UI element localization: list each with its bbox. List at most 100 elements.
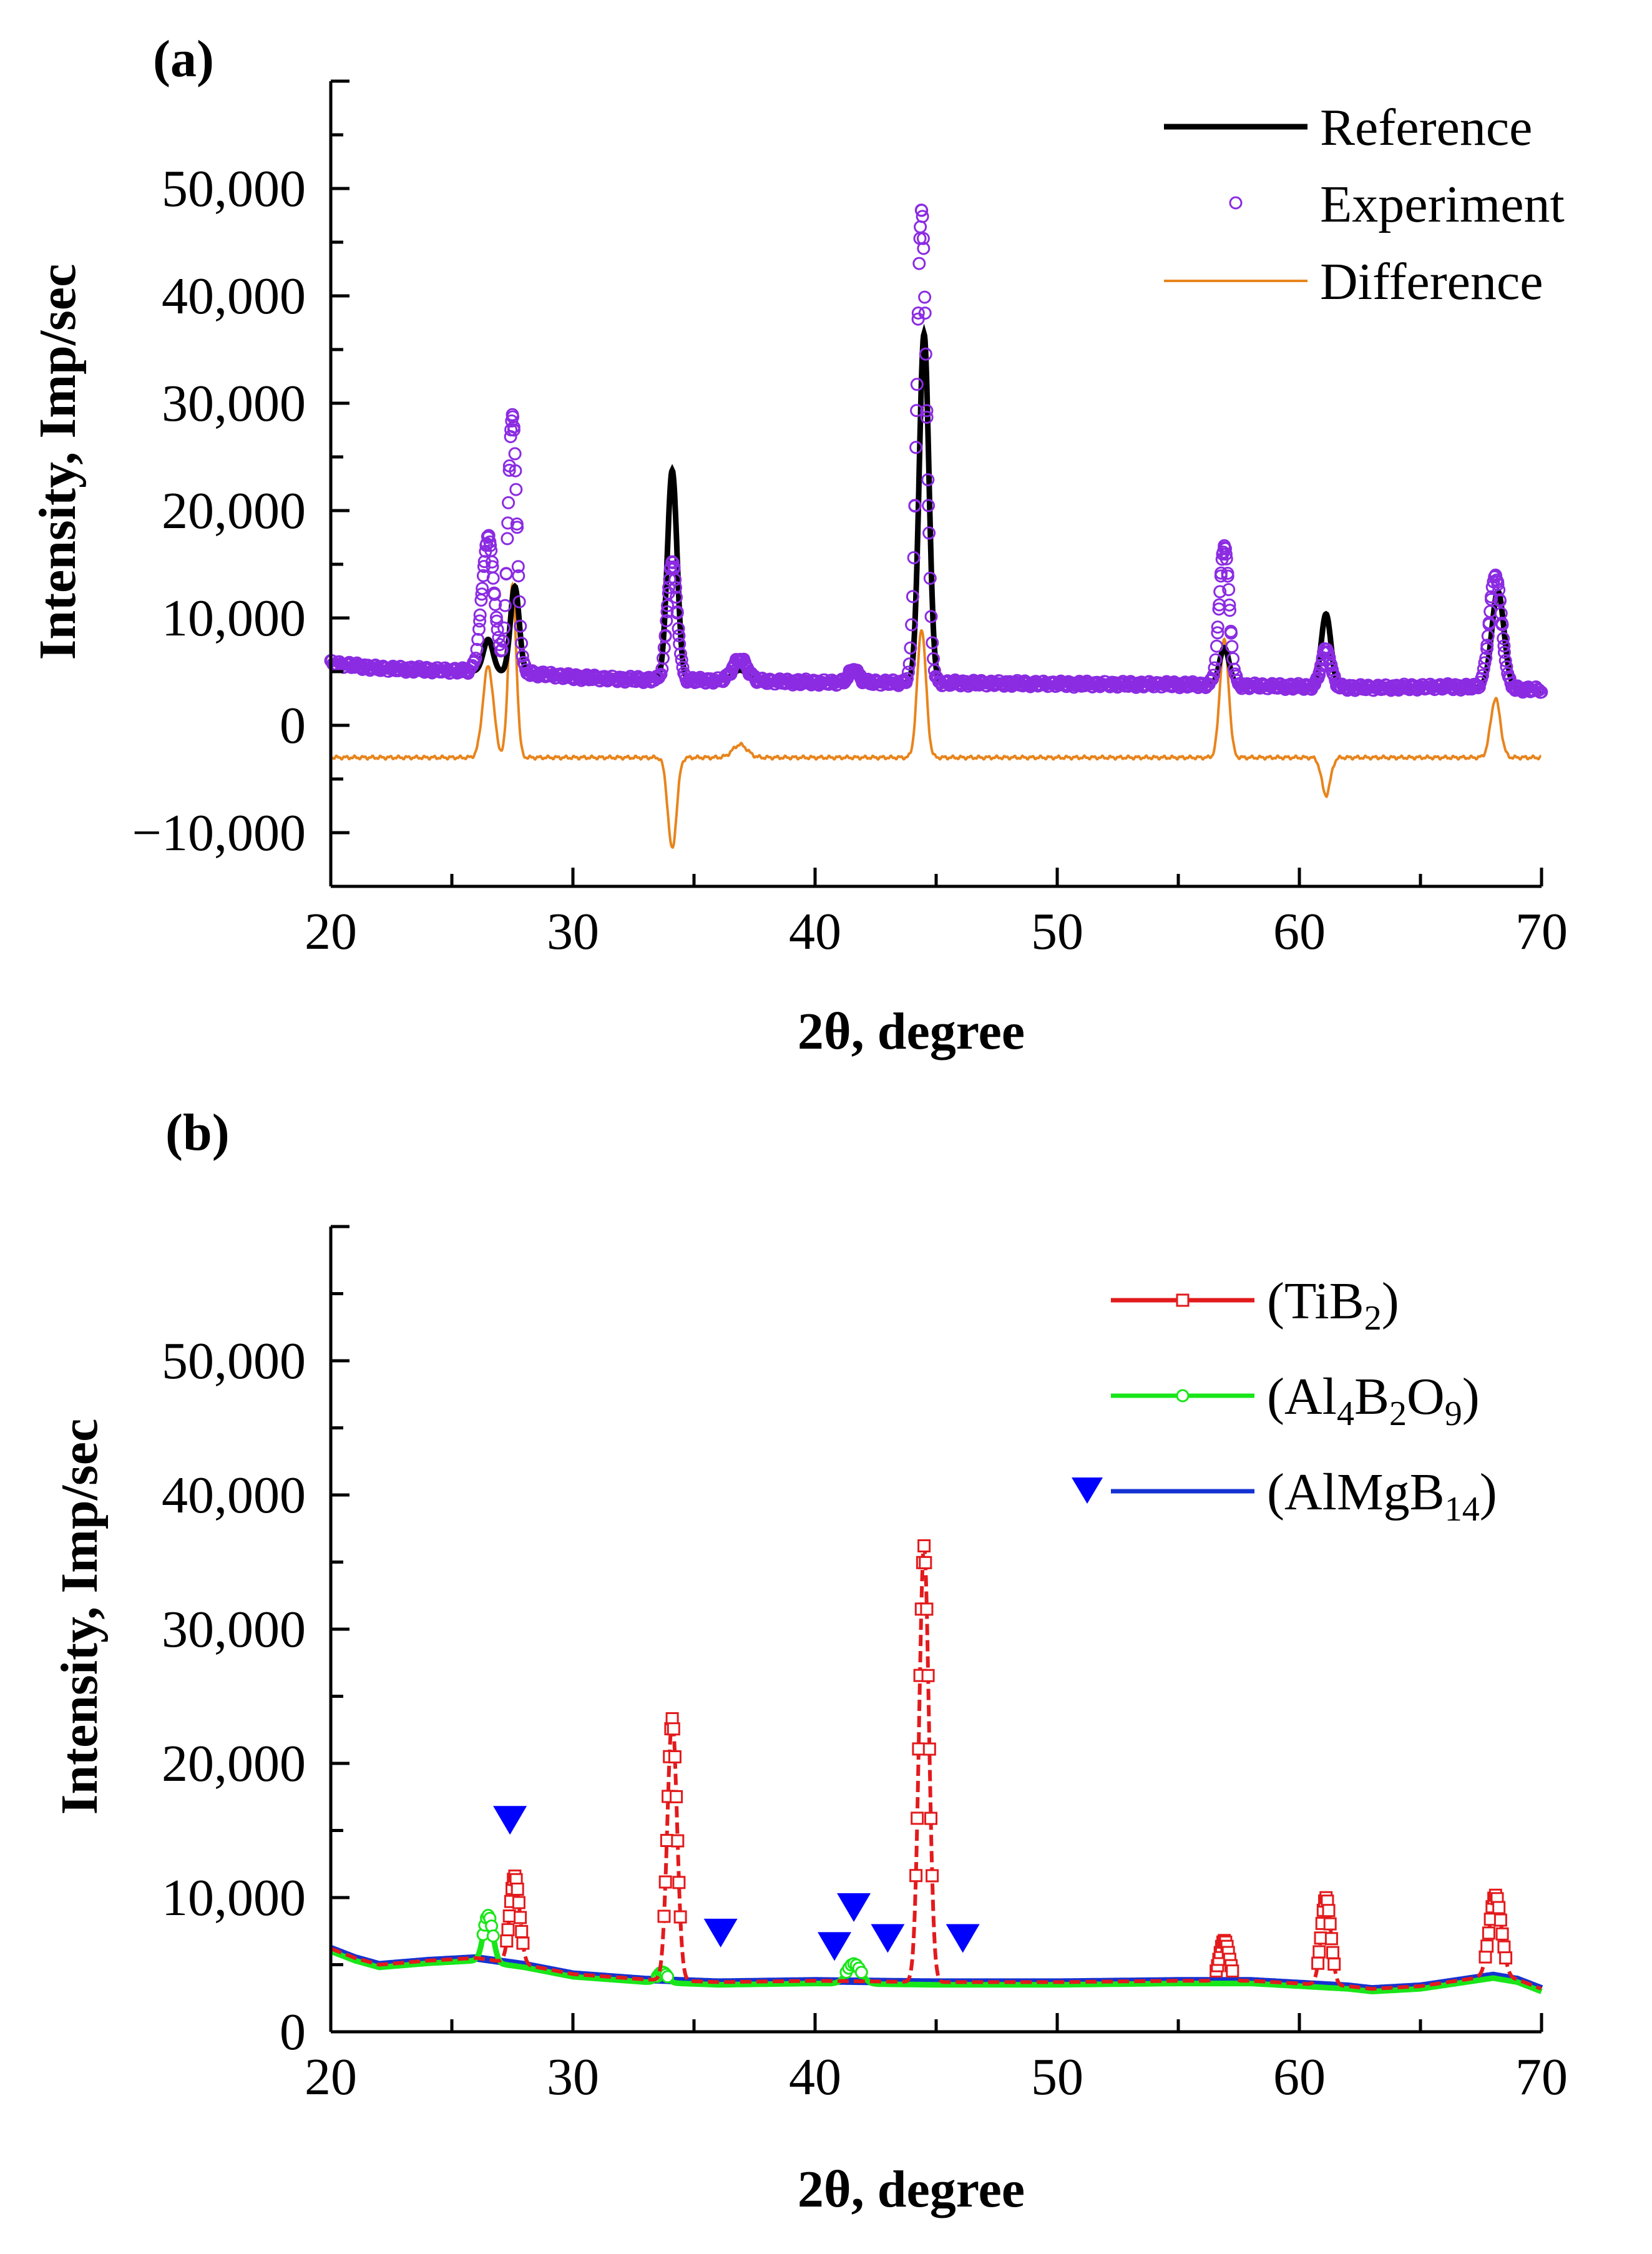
experiment-point (923, 571, 937, 585)
al4b2o9-point (854, 1966, 868, 1979)
experiment-point (909, 441, 923, 454)
experiment-point (1211, 620, 1224, 634)
experiment-point (916, 232, 930, 245)
experiment-point (743, 666, 757, 680)
experiment-point (654, 667, 668, 681)
experiment-point (1218, 539, 1231, 552)
tib2-point (1312, 1945, 1326, 1959)
experiment-point (508, 447, 522, 461)
panel-a-plot (324, 203, 1548, 850)
tib2-point (911, 1811, 924, 1825)
experiment-point (921, 473, 935, 487)
experiment-point (658, 629, 672, 642)
tib2-point (1499, 1951, 1513, 1965)
experiment-point (854, 671, 868, 684)
experiment-point (484, 539, 497, 552)
tib2-line (330, 1545, 1542, 1991)
x-tick-label: 60 (1273, 903, 1326, 961)
tib2-point (917, 1539, 931, 1552)
experiment-point (669, 581, 682, 594)
experiment-point (496, 634, 510, 648)
experiment-point (674, 647, 687, 660)
y-tick-label: 40,000 (162, 1466, 306, 1524)
experiment-point (660, 605, 674, 619)
experiment-point (475, 587, 489, 601)
experiment-point (924, 610, 938, 624)
experiment-point (920, 411, 934, 424)
experiment-point (918, 290, 932, 304)
difference-line (330, 581, 1542, 850)
experiment-point (1493, 593, 1507, 607)
tib2-point (920, 1602, 934, 1616)
al4b2o9-point (486, 1929, 500, 1943)
experiment-point (473, 608, 487, 622)
experiment-point (672, 622, 685, 635)
experiment-point (1213, 598, 1226, 612)
experiment-point (494, 644, 507, 658)
experiment-point (911, 306, 925, 320)
tib2-point (1323, 1917, 1337, 1931)
experiment-point (516, 649, 529, 663)
tib2-point (1226, 1964, 1239, 1978)
y-tick-label: 50,000 (162, 160, 306, 218)
reference-line (330, 323, 1542, 693)
experiment-point (497, 621, 511, 635)
experiment-point (1497, 632, 1510, 645)
experiment-point (1227, 662, 1241, 676)
x-tick-label: 20 (305, 903, 357, 961)
experiment-point (922, 499, 936, 512)
experiment-point (915, 203, 929, 217)
x-tick-label: 40 (789, 2048, 841, 2106)
tib2-point (1314, 1931, 1327, 1945)
tib2-point (658, 1875, 672, 1889)
experiment-point (918, 306, 932, 320)
experiment-point (1476, 669, 1489, 682)
tib2-point (511, 1883, 524, 1896)
experiment-point (927, 664, 941, 677)
tib2-point (657, 1909, 671, 1923)
tib2-point (1495, 1927, 1509, 1941)
experiment-point (922, 526, 936, 540)
panel-a-xlabel: 2θ, degree (798, 1002, 1025, 1061)
tib2-point (668, 1750, 682, 1763)
experiment-point (512, 569, 525, 582)
experiment-point (1211, 626, 1224, 640)
x-tick-label: 50 (1031, 2048, 1083, 2106)
experiment-point (1535, 685, 1548, 699)
experiment-point (1224, 626, 1238, 640)
experiment-point (908, 499, 922, 512)
y-tick-label: 40,000 (162, 267, 306, 325)
experiment-point (1209, 653, 1223, 667)
legend-al4b2o9-label: (Al4B2O9) (1267, 1368, 1480, 1433)
experiment-point (489, 598, 502, 611)
x-tick-label: 50 (1031, 903, 1083, 961)
experiment-point (515, 637, 529, 650)
y-tick-label: 0 (280, 2003, 306, 2061)
experiment-point (1312, 666, 1326, 680)
y-tick-label: 10,000 (162, 589, 306, 647)
experiment-point (919, 347, 932, 361)
experiment-point (1326, 666, 1339, 680)
tib2-point (514, 1911, 527, 1924)
tib2-point (924, 1811, 937, 1825)
legend-difference-label: Difference (1320, 253, 1543, 311)
experiment-point (907, 551, 921, 564)
experiment-point (1487, 575, 1500, 589)
experiment-point (1210, 639, 1223, 653)
almgb14-triangle (946, 1924, 980, 1953)
tib2-point (515, 1924, 529, 1938)
experiment-point (904, 641, 917, 655)
tib2-point (1480, 1939, 1494, 1953)
experiment-point (470, 642, 484, 656)
experiment-point (661, 599, 674, 612)
tib2-point (1497, 1940, 1511, 1954)
x-tick-label: 40 (789, 903, 841, 961)
experiment-point (662, 581, 676, 594)
experiment-point (512, 595, 526, 609)
panel-b-label: (b) (165, 1104, 230, 1162)
experiment-point (1208, 661, 1221, 675)
almgb14-triangle (818, 1932, 852, 1961)
experiment-point (916, 210, 929, 223)
panel-b: (b) 20 30 40 50 60 70 0 10,000 20,000 30,000 40,00… (51, 1104, 1568, 2218)
panel-b-plot (329, 1539, 1543, 1995)
